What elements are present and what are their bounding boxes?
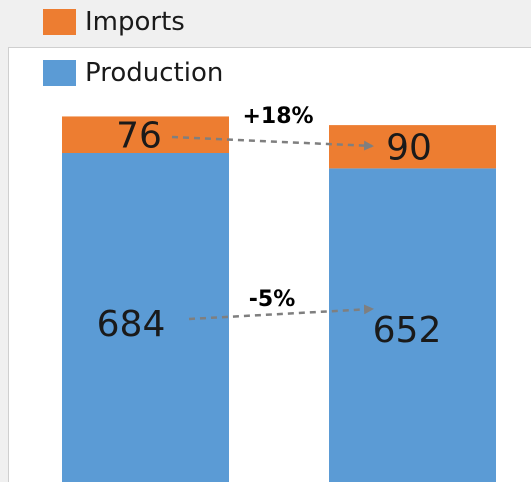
data-label-production-2: 652 — [373, 310, 442, 351]
legend-item-imports: Imports — [43, 9, 185, 35]
arrow-imports-change — [171, 135, 374, 151]
bar-production-2 — [329, 168, 496, 482]
legend-label-production: Production — [85, 58, 224, 88]
data-label-imports-2: 90 — [386, 128, 432, 169]
arrow-production-change — [188, 304, 374, 321]
annotation-imports-change: +18% — [242, 104, 313, 129]
bar-imports-1 — [62, 116, 229, 153]
legend-swatch-production — [43, 60, 76, 86]
bar-imports-2 — [329, 125, 496, 169]
annotation-production-change: -5% — [249, 287, 295, 312]
legend-label-imports: Imports — [85, 7, 185, 37]
legend-item-production: Production — [43, 60, 223, 86]
data-label-production-1: 684 — [97, 304, 166, 345]
legend-swatch-imports — [43, 9, 76, 35]
data-label-imports-1: 76 — [116, 116, 162, 157]
